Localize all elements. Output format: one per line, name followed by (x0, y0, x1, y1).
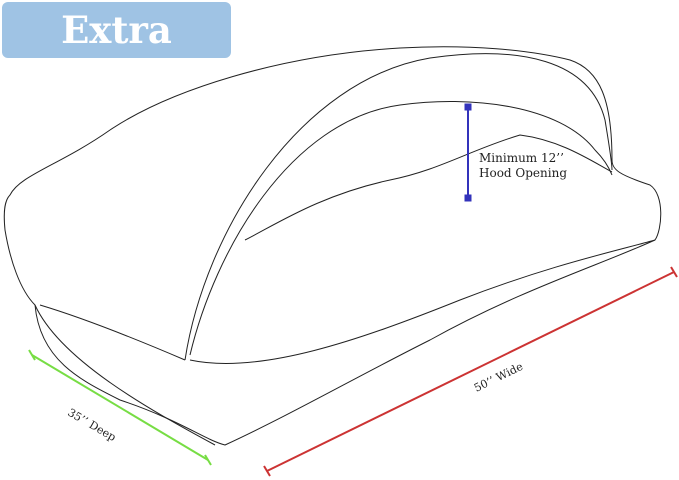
hood-inner-arc (189, 101, 613, 356)
hood-measure (464, 103, 472, 202)
hood-top-line (39, 304, 186, 361)
hood-label-line1: Minimum 12’’ (479, 151, 564, 165)
depth-measure (28, 349, 212, 466)
hood-edge (244, 134, 613, 241)
width-measure (263, 266, 678, 477)
base-front (34, 304, 216, 446)
hood-label-line2: Hood Opening (479, 166, 568, 180)
base-seam (189, 239, 656, 365)
bed-outline (3, 46, 662, 446)
hood-opening-label: Minimum 12’’ Hood Opening (479, 151, 567, 181)
size-badge: Extra Large (2, 2, 231, 108)
hood-outer-arc (184, 53, 613, 361)
